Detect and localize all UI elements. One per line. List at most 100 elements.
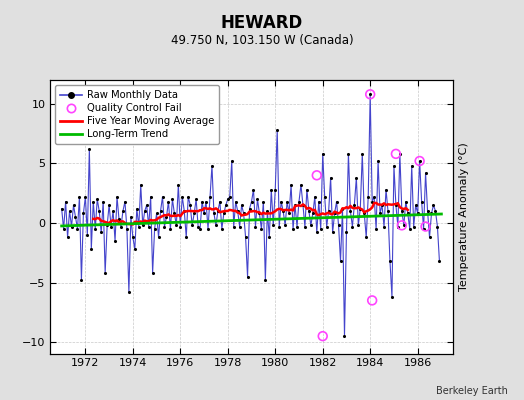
Point xyxy=(170,210,179,217)
Point xyxy=(68,223,76,230)
Point xyxy=(281,222,289,228)
Point xyxy=(123,226,131,232)
Point xyxy=(206,194,214,200)
Point xyxy=(386,258,394,264)
Point xyxy=(180,208,189,214)
Text: 49.750 N, 103.150 W (Canada): 49.750 N, 103.150 W (Canada) xyxy=(171,34,353,47)
Point xyxy=(176,223,184,230)
Point xyxy=(388,294,396,300)
Point xyxy=(111,238,119,244)
Point xyxy=(235,223,244,230)
Point xyxy=(156,208,165,214)
Point xyxy=(401,198,410,205)
Point xyxy=(214,208,222,214)
Point xyxy=(413,210,422,217)
Point xyxy=(255,210,264,217)
Point xyxy=(378,202,386,208)
Point xyxy=(87,246,95,252)
Point xyxy=(150,226,159,232)
Point xyxy=(334,222,343,228)
Point xyxy=(289,226,297,232)
Point xyxy=(339,206,347,212)
Point xyxy=(222,202,230,208)
Point xyxy=(421,223,430,230)
Point xyxy=(196,226,204,232)
Point xyxy=(358,151,366,157)
Point xyxy=(145,223,153,230)
Point xyxy=(303,186,311,193)
Point xyxy=(409,223,418,230)
Point xyxy=(429,202,438,208)
Point xyxy=(216,198,224,205)
Point xyxy=(135,223,143,230)
Point xyxy=(366,91,374,98)
Point xyxy=(140,208,149,214)
Point xyxy=(212,222,220,228)
Point xyxy=(63,234,72,240)
Point xyxy=(59,226,68,232)
Point xyxy=(311,194,319,200)
Point xyxy=(396,151,404,157)
Point xyxy=(291,202,299,208)
Point xyxy=(331,210,339,217)
Point xyxy=(152,210,161,217)
Point xyxy=(137,182,145,188)
Point xyxy=(368,297,376,304)
Point xyxy=(188,222,196,228)
Point xyxy=(61,198,70,205)
Text: HEWARD: HEWARD xyxy=(221,14,303,32)
Point xyxy=(158,194,167,200)
Point xyxy=(342,229,351,236)
Point xyxy=(326,174,335,181)
Point xyxy=(93,196,102,202)
Y-axis label: Temperature Anomaly (°C): Temperature Anomaly (°C) xyxy=(459,143,469,291)
Point xyxy=(380,223,388,230)
Point xyxy=(423,208,432,214)
Point xyxy=(384,208,392,214)
Point xyxy=(83,232,92,238)
Point xyxy=(431,208,440,214)
Point xyxy=(360,210,368,217)
Point xyxy=(265,234,274,240)
Point xyxy=(230,223,238,230)
Point xyxy=(184,194,192,200)
Point xyxy=(411,202,420,208)
Point xyxy=(366,91,374,98)
Point xyxy=(398,222,406,228)
Point xyxy=(58,206,66,212)
Legend: Raw Monthly Data, Quality Control Fail, Five Year Moving Average, Long-Term Tren: Raw Monthly Data, Quality Control Fail, … xyxy=(55,85,219,144)
Point xyxy=(348,223,356,230)
Point xyxy=(287,182,296,188)
Point xyxy=(271,186,279,193)
Point xyxy=(382,186,390,193)
Point xyxy=(113,194,121,200)
Point xyxy=(225,194,234,200)
Point xyxy=(77,277,85,283)
Point xyxy=(85,146,94,152)
Point xyxy=(220,210,228,217)
Point xyxy=(178,194,187,200)
Point xyxy=(227,158,236,164)
Point xyxy=(275,223,283,230)
Point xyxy=(283,198,291,205)
Point xyxy=(346,208,355,214)
Point xyxy=(400,222,408,228)
Point xyxy=(249,186,258,193)
Point xyxy=(421,170,430,176)
Point xyxy=(117,223,125,230)
Point xyxy=(202,198,210,205)
Point xyxy=(425,234,434,240)
Point xyxy=(239,210,248,217)
Point xyxy=(147,194,155,200)
Point xyxy=(143,202,151,208)
Point xyxy=(354,222,363,228)
Point xyxy=(208,162,216,169)
Point xyxy=(309,210,317,217)
Point xyxy=(392,151,400,157)
Point xyxy=(319,151,327,157)
Point xyxy=(130,246,139,252)
Point xyxy=(79,210,88,217)
Point xyxy=(374,158,383,164)
Point xyxy=(344,151,353,157)
Point xyxy=(194,223,202,230)
